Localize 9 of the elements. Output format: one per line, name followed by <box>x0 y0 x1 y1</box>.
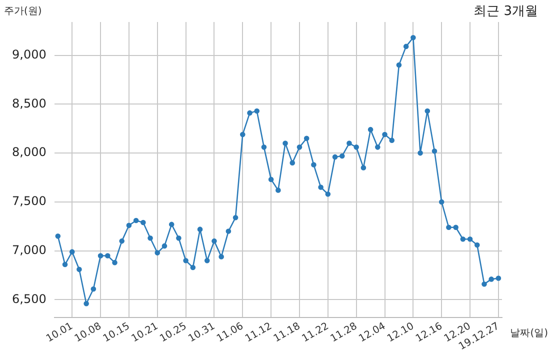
y-axis-title: 주가(원) <box>4 5 42 18</box>
y-tick-label: 7,500 <box>12 194 46 208</box>
y-tick-label: 7,000 <box>12 242 46 257</box>
y-tick-label: 8,000 <box>12 145 46 160</box>
y-tick-label: 9,000 <box>12 47 46 62</box>
chart-title: 최근 3개월 <box>474 3 538 20</box>
y-tick-label: 6,500 <box>12 292 46 306</box>
y-tick-label: 8,500 <box>12 96 46 110</box>
x-axis-title: 날짜(일) <box>510 327 548 340</box>
